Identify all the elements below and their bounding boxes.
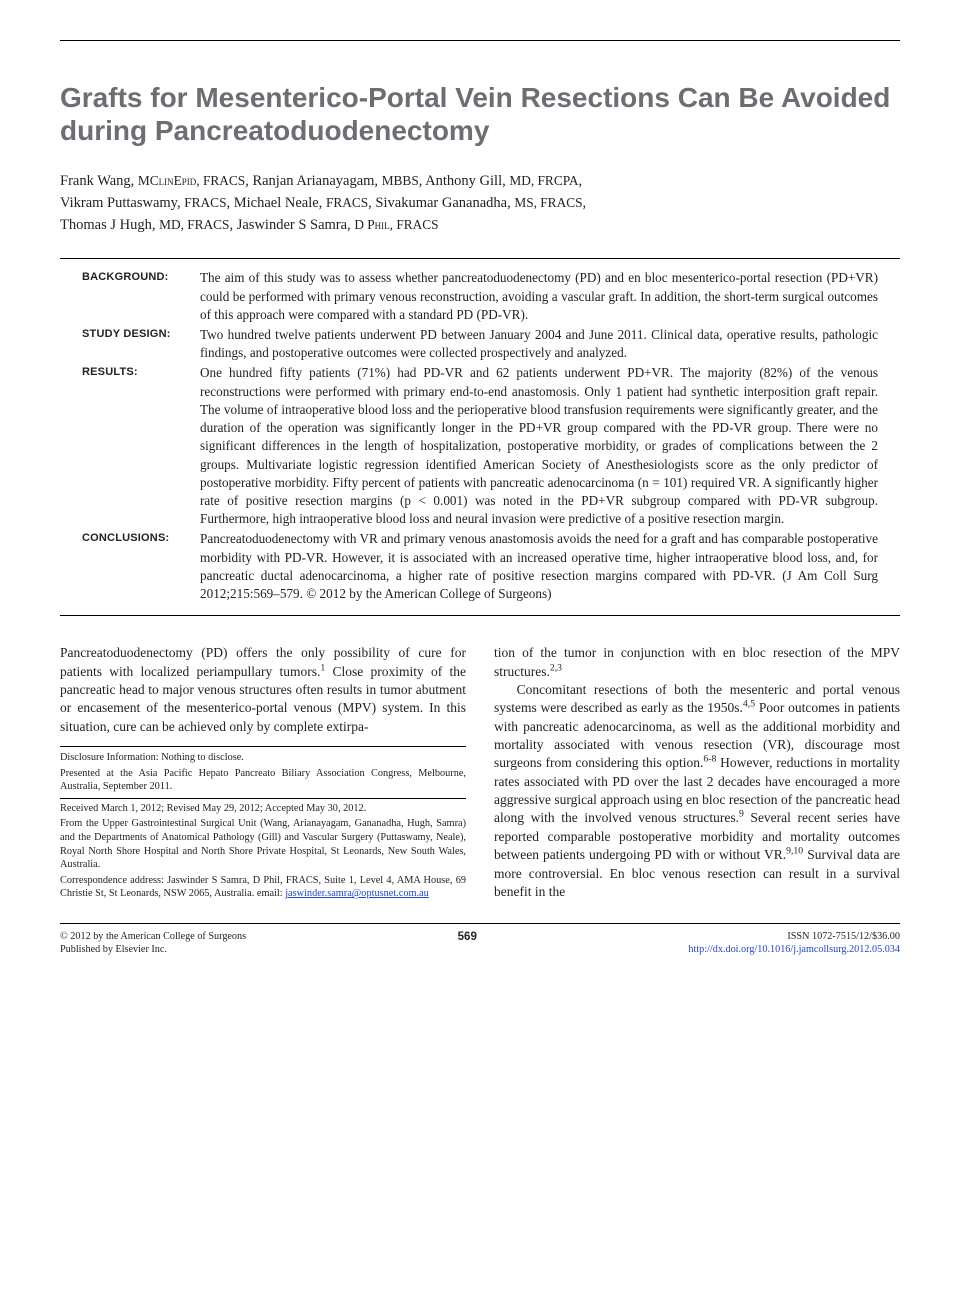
- abstract-box: BACKGROUND: The aim of this study was to…: [60, 258, 900, 616]
- body-para-1: Pancreatoduodenectomy (PD) offers the on…: [60, 644, 466, 736]
- body-para-3: Concomitant resections of both the mesen…: [494, 681, 900, 901]
- footer-copyright: © 2012 by the American College of Surgeo…: [60, 931, 246, 942]
- footer-row: © 2012 by the American College of Surgeo…: [60, 930, 900, 957]
- footnote-received: Received March 1, 2012; Revised May 29, …: [60, 802, 466, 816]
- abstract-text-background: The aim of this study was to assess whet…: [200, 269, 878, 324]
- abstract-study-design: STUDY DESIGN: Two hundred twelve patient…: [82, 326, 878, 362]
- corresponding-email-link[interactable]: jaswinder.samra@optusnet.com.au: [285, 888, 429, 899]
- abstract-label-conclusions: CONCLUSIONS:: [82, 530, 200, 603]
- page-number: 569: [437, 930, 497, 957]
- abstract-text-study-design: Two hundred twelve patients underwent PD…: [200, 326, 878, 362]
- footer-publisher: Published by Elsevier Inc.: [60, 944, 167, 955]
- abstract-conclusions: CONCLUSIONS: Pancreatoduodenectomy with …: [82, 530, 878, 603]
- footnote-from: From the Upper Gastrointestinal Surgical…: [60, 817, 466, 871]
- footnote-divider: [60, 798, 466, 799]
- body-column-left: Pancreatoduodenectomy (PD) offers the on…: [60, 644, 466, 903]
- abstract-text-results: One hundred fifty patients (71%) had PD-…: [200, 364, 878, 528]
- abstract-label-results: RESULTS:: [82, 364, 200, 528]
- abstract-label-study-design: STUDY DESIGN:: [82, 326, 200, 362]
- footer-rule: © 2012 by the American College of Surgeo…: [60, 923, 900, 957]
- footer-right: ISSN 1072-7515/12/$36.00 http://dx.doi.o…: [688, 930, 900, 957]
- body-column-right: tion of the tumor in conjunction with en…: [494, 644, 900, 903]
- footnote-correspondence: Correspondence address: Jaswinder S Samr…: [60, 874, 466, 901]
- abstract-results: RESULTS: One hundred fifty patients (71%…: [82, 364, 878, 528]
- abstract-text-conclusions: Pancreatoduodenectomy with VR and primar…: [200, 530, 878, 603]
- footer-doi-link[interactable]: http://dx.doi.org/10.1016/j.jamcollsurg.…: [688, 944, 900, 955]
- body-columns: Pancreatoduodenectomy (PD) offers the on…: [60, 644, 900, 903]
- body-para-2: tion of the tumor in conjunction with en…: [494, 644, 900, 681]
- footer-issn: ISSN 1072-7515/12/$36.00: [787, 931, 900, 942]
- article-title: Grafts for Mesenterico-Portal Vein Resec…: [60, 81, 900, 147]
- top-rule: [60, 40, 900, 41]
- footer-left: © 2012 by the American College of Surgeo…: [60, 930, 246, 957]
- abstract-background: BACKGROUND: The aim of this study was to…: [82, 269, 878, 324]
- footnotes-block: Disclosure Information: Nothing to discl…: [60, 746, 466, 901]
- footnote-disclosure: Disclosure Information: Nothing to discl…: [60, 751, 466, 765]
- abstract-label-background: BACKGROUND:: [82, 269, 200, 324]
- footnote-presented: Presented at the Asia Pacific Hepato Pan…: [60, 767, 466, 794]
- authors-list: Frank Wang, MClinEpid, FRACS, Ranjan Ari…: [60, 171, 900, 236]
